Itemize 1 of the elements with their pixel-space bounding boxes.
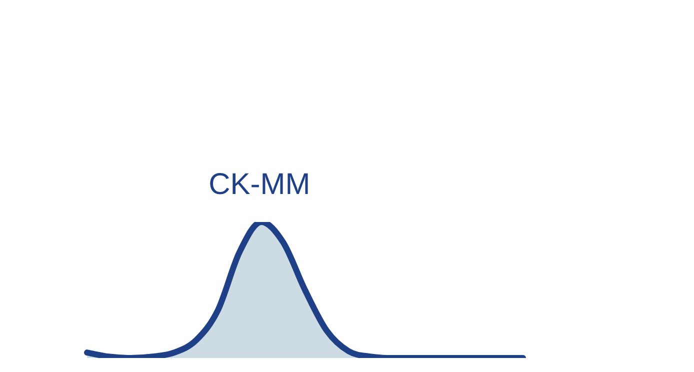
text: CK-MM <box>208 168 310 201</box>
